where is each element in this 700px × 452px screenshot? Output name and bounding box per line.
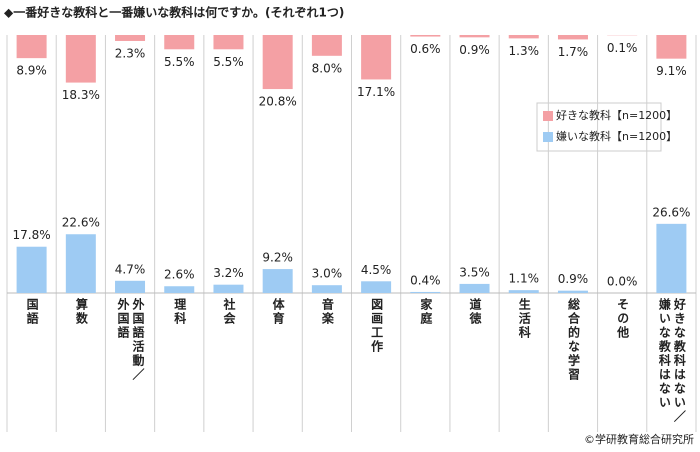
value-label: 0.4% <box>410 273 441 287</box>
value-label: 8.0% <box>312 61 343 75</box>
value-label: 1.1% <box>509 272 540 286</box>
value-label: 0.9% <box>558 272 589 286</box>
category-label: 家庭 <box>418 298 433 326</box>
legend-label: 好きな教科【n=1200】 <box>556 108 677 122</box>
value-label: 3.2% <box>213 266 244 280</box>
bar-dislike <box>459 283 490 293</box>
bar-like <box>656 35 687 59</box>
bar-dislike <box>311 285 342 293</box>
bar-like <box>213 35 244 50</box>
value-label: 22.6% <box>62 216 100 230</box>
bar-dislike <box>262 269 293 293</box>
legend-swatch <box>543 132 553 142</box>
value-label: 18.3% <box>62 88 100 102</box>
value-label: 26.6% <box>652 205 690 219</box>
category-label: 体育 <box>271 298 286 326</box>
value-label: 3.5% <box>459 265 490 279</box>
value-label: 17.8% <box>13 228 51 242</box>
bar-like <box>410 35 441 37</box>
category-label: 算数 <box>74 298 89 326</box>
value-label: 5.5% <box>213 55 244 69</box>
bar-dislike <box>16 246 47 293</box>
bar-dislike <box>65 234 96 293</box>
value-label: 8.9% <box>16 64 47 78</box>
value-label: 0.6% <box>410 42 441 56</box>
category-label: 総合的な学習 <box>566 298 581 382</box>
value-label: 17.1% <box>357 85 395 99</box>
bar-like <box>262 35 293 90</box>
chart-title: ◆一番好きな教科と一番嫌いな教科は何ですか。(それぞれ1つ) <box>4 5 344 20</box>
category-label: 音楽 <box>320 298 335 326</box>
value-label: 2.3% <box>115 46 146 60</box>
value-label: 1.3% <box>509 44 540 58</box>
category-label: 外国語活動／ 外国語 <box>116 298 146 382</box>
bar-like <box>361 35 392 80</box>
value-label: 1.7% <box>558 45 589 59</box>
bar-dislike <box>410 291 441 293</box>
category-label: 理科 <box>172 298 187 326</box>
legend-label: 嫌いな教科【n=1200】 <box>556 129 677 143</box>
value-label: 5.5% <box>164 55 195 69</box>
category-label: 図画工作 <box>369 298 384 354</box>
value-label: 4.7% <box>115 262 146 276</box>
category-label: 生活科 <box>517 298 532 340</box>
bar-dislike <box>508 290 539 293</box>
bar-like <box>16 35 47 59</box>
bar-dislike <box>213 284 244 293</box>
value-label: 0.9% <box>459 43 490 57</box>
bar-dislike <box>361 281 392 293</box>
bar-like <box>459 35 490 38</box>
category-label: 好きな教科はない／ 嫌いな教科はない <box>657 298 687 424</box>
category-label: 道徳 <box>468 298 483 326</box>
legend-box <box>536 102 662 152</box>
value-label: 9.1% <box>656 64 687 78</box>
bar-dislike <box>656 223 687 293</box>
legend-swatch <box>543 111 553 121</box>
bar-like <box>164 35 195 50</box>
bar-dislike <box>557 290 588 293</box>
bar-like <box>65 35 96 83</box>
value-label: 3.0% <box>312 267 343 281</box>
value-label: 0.0% <box>607 275 638 289</box>
category-label: 社会 <box>221 298 236 326</box>
value-label: 2.6% <box>164 268 195 282</box>
bar-like <box>508 35 539 39</box>
bar-dislike <box>164 286 195 293</box>
category-label: 国語 <box>25 298 40 326</box>
value-label: 20.8% <box>259 95 297 109</box>
bar-like <box>115 35 146 41</box>
category-label: その他 <box>615 298 630 340</box>
value-label: 9.2% <box>262 251 293 265</box>
bar-dislike <box>115 280 146 293</box>
bar-like <box>557 35 588 40</box>
source: ©学研教育総合研究所 <box>584 432 694 446</box>
value-label: 0.1% <box>607 41 638 55</box>
value-label: 4.5% <box>361 263 392 277</box>
bar-like <box>311 35 342 56</box>
